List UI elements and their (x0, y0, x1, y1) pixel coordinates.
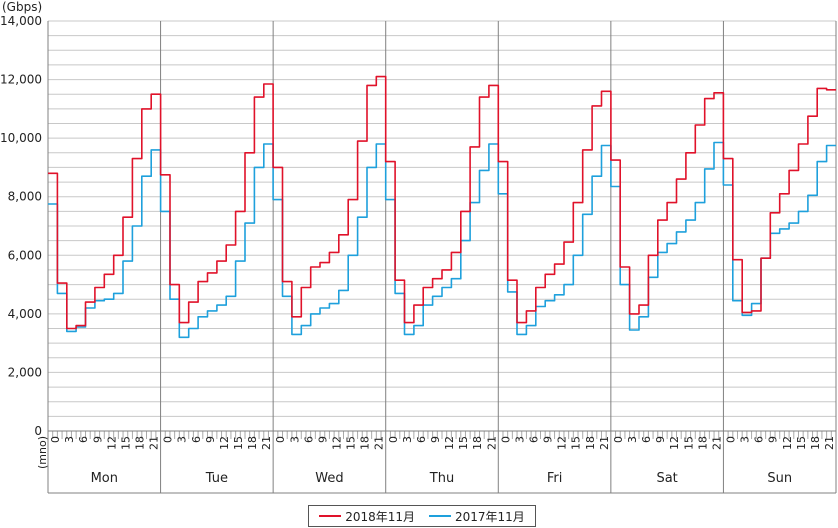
x-hour-label: 6 (190, 436, 203, 443)
x-hour-label: 21 (485, 436, 498, 450)
x-hour-label: 15 (457, 436, 470, 450)
x-hour-label: 0 (162, 436, 175, 443)
x-hour-label: 3 (63, 436, 76, 443)
legend-swatch-2017 (429, 515, 451, 517)
x-hour-label: 18 (809, 436, 822, 450)
y-unit-label: (Gbps) (2, 0, 42, 14)
x-hour-label: 21 (148, 436, 161, 450)
x-hour-label: 18 (471, 436, 484, 450)
x-hour-label: 15 (345, 436, 358, 450)
x-hour-label: 12 (443, 436, 456, 450)
legend-item-2018: 2018年11月 (319, 508, 415, 525)
legend-label-2018: 2018年11月 (345, 509, 415, 524)
x-hour-label: 15 (232, 436, 245, 450)
x-hour-label: 6 (753, 436, 766, 443)
x-hour-label: 12 (668, 436, 681, 450)
x-day-label: Thu (429, 471, 454, 486)
y-tick-label: 4,000 (8, 307, 42, 321)
x-hour-label: 9 (429, 436, 442, 443)
x-hour-label: 18 (133, 436, 146, 450)
x-hour-label: 21 (598, 436, 611, 450)
y-tick-label: 2,000 (8, 365, 42, 379)
x-hour-label: 18 (696, 436, 709, 450)
x-hour-label: 18 (359, 436, 372, 450)
x-hour-label: 9 (204, 436, 217, 443)
x-hour-label: 15 (795, 436, 808, 450)
legend-item-2017: 2017年11月 (429, 508, 525, 525)
x-hour-label: 15 (119, 436, 132, 450)
x-first-label: (mno) (36, 436, 49, 469)
x-hour-label: 9 (654, 436, 667, 443)
x-hour-label: 6 (77, 436, 90, 443)
x-hour-label: 3 (513, 436, 526, 443)
x-day-label: Wed (315, 471, 343, 486)
x-hour-label: 21 (710, 436, 723, 450)
legend-swatch-2018 (319, 515, 342, 517)
x-hour-label: 6 (302, 436, 315, 443)
x-day-label: Tue (205, 471, 228, 486)
series-line-2018 (48, 75, 836, 330)
x-hour-label: 3 (288, 436, 301, 443)
x-hour-label: 3 (739, 436, 752, 443)
x-day-label: Sat (656, 471, 677, 486)
x-hour-label: 0 (724, 436, 737, 443)
x-hour-label: 0 (274, 436, 287, 443)
x-day-label: Fri (547, 471, 563, 486)
x-hour-label: 6 (527, 436, 540, 443)
legend-label-2017: 2017年11月 (455, 509, 525, 524)
y-tick-label: 12,000 (0, 73, 42, 87)
x-hour-label: 9 (767, 436, 780, 443)
x-hour-label: 3 (176, 436, 189, 443)
x-hour-label: 18 (246, 436, 259, 450)
x-hour-label: 9 (542, 436, 555, 443)
x-hour-label: 0 (49, 436, 62, 443)
x-hour-label: 12 (105, 436, 118, 450)
x-hour-label: 0 (387, 436, 400, 443)
y-tick-label: 10,000 (0, 131, 42, 145)
x-hour-label: 12 (556, 436, 569, 450)
x-hour-label: 21 (823, 436, 836, 450)
series-line-2017 (48, 141, 836, 339)
y-tick-label: 8,000 (8, 190, 42, 204)
x-hour-label: 12 (218, 436, 231, 450)
x-day-label: Mon (91, 471, 118, 486)
x-hour-label: 12 (781, 436, 794, 450)
x-hour-label: 3 (401, 436, 414, 443)
x-hour-label: 9 (91, 436, 104, 443)
x-hour-label: 0 (612, 436, 625, 443)
y-tick-label: 6,000 (8, 248, 42, 262)
y-tick-label: 14,000 (0, 14, 42, 28)
legend: 2018年11月 2017年11月 (308, 505, 536, 527)
x-hour-label: 18 (584, 436, 597, 450)
x-hour-label: 21 (373, 436, 386, 450)
x-hour-label: 15 (682, 436, 695, 450)
x-hour-label: 6 (415, 436, 428, 443)
x-day-label: Sun (767, 471, 792, 486)
x-hour-label: 3 (626, 436, 639, 443)
y-tick-label: 0 (34, 424, 42, 438)
x-hour-label: 12 (330, 436, 343, 450)
x-hour-label: 0 (499, 436, 512, 443)
x-hour-label: 21 (260, 436, 273, 450)
x-hour-label: 9 (316, 436, 329, 443)
x-hour-label: 15 (570, 436, 583, 450)
x-hour-label: 6 (640, 436, 653, 443)
